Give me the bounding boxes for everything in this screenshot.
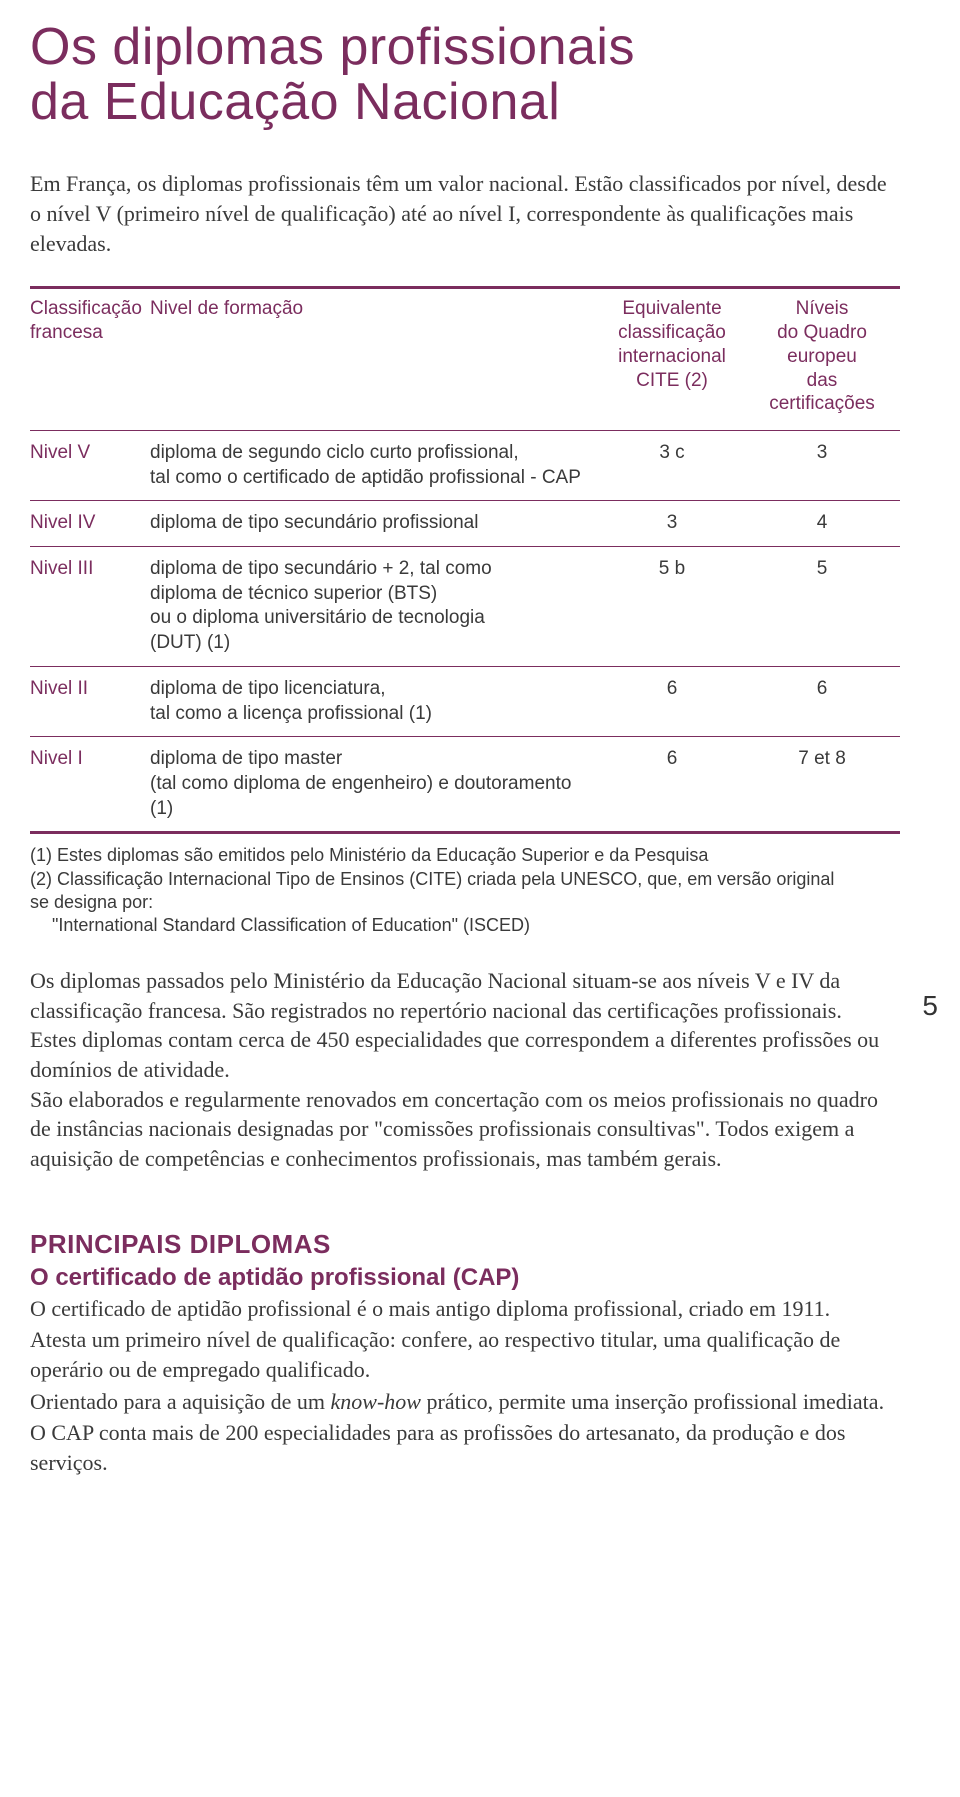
header-text: francesa bbox=[30, 322, 103, 343]
cell-text: tal como a licença profissional (1) bbox=[150, 703, 432, 724]
cell-text: diploma de técnico superior (BTS) bbox=[150, 583, 437, 604]
text-run: prático, permite uma inserção profission… bbox=[421, 1389, 884, 1414]
paragraph: O certificado de aptidão profissional é … bbox=[30, 1294, 900, 1324]
cell-cite: 3 bbox=[600, 501, 750, 547]
cell-eqf: 5 bbox=[750, 547, 900, 667]
cell-cite: 6 bbox=[600, 737, 750, 833]
section-heading-principais: PRINCIPAIS DIPLOMAS bbox=[30, 1229, 900, 1260]
header-text: das bbox=[807, 370, 838, 391]
cell-level: Nivel IV bbox=[30, 501, 150, 547]
cell-text: diploma de tipo master bbox=[150, 748, 342, 769]
cell-formation: diploma de tipo licenciatura, tal como a… bbox=[150, 666, 600, 736]
table-footnotes: (1) Estes diplomas são emitidos pelo Min… bbox=[30, 844, 900, 938]
table-row: Nivel V diploma de segundo ciclo curto p… bbox=[30, 431, 900, 501]
header-text: classificação bbox=[618, 322, 726, 343]
table-header-row: Classificação francesa Nivel de formação… bbox=[30, 288, 900, 431]
paragraph: Orientado para a aquisição de um know-ho… bbox=[30, 1387, 900, 1417]
table-row: Nivel I diploma de tipo master (tal como… bbox=[30, 737, 900, 833]
cell-text: (DUT) (1) bbox=[150, 632, 230, 653]
header-text: do Quadro bbox=[777, 322, 867, 343]
intro-paragraph: Em França, os diplomas profissionais têm… bbox=[30, 169, 900, 258]
text-run: Orientado para a aquisição de um bbox=[30, 1389, 331, 1414]
cell-text: diploma de tipo secundário + 2, tal como bbox=[150, 558, 492, 579]
header-classification: Classificação francesa bbox=[30, 288, 150, 431]
paragraph: São elaborados e regularmente renovados … bbox=[30, 1085, 900, 1174]
cell-text: ou o diploma universitário de tecnologia bbox=[150, 607, 485, 628]
paragraph: Os diplomas passados pelo Ministério da … bbox=[30, 966, 900, 1025]
cell-level: Nivel I bbox=[30, 737, 150, 833]
header-text: Classificação bbox=[30, 298, 142, 319]
cell-cite: 3 c bbox=[600, 431, 750, 501]
paragraph: Estes diplomas contam cerca de 450 espec… bbox=[30, 1025, 900, 1084]
paragraph: Atesta um primeiro nível de qualificação… bbox=[30, 1325, 900, 1384]
classification-table: Classificação francesa Nivel de formação… bbox=[30, 286, 900, 834]
header-text: internacional bbox=[618, 346, 726, 367]
header-text: Equivalente bbox=[622, 298, 721, 319]
header-text: Níveis bbox=[796, 298, 849, 319]
header-cite: Equivalente classificação internacional … bbox=[600, 288, 750, 431]
header-text: certificações bbox=[769, 393, 875, 414]
table-row: Nivel IV diploma de tipo secundário prof… bbox=[30, 501, 900, 547]
header-text: europeu bbox=[787, 346, 857, 367]
body-paragraphs: Os diplomas passados pelo Ministério da … bbox=[30, 966, 900, 1174]
cell-eqf: 4 bbox=[750, 501, 900, 547]
header-eqf: Níveis do Quadro europeu das certificaçõ… bbox=[750, 288, 900, 431]
cell-text: tal como o certificado de aptidão profis… bbox=[150, 467, 581, 488]
cell-eqf: 6 bbox=[750, 666, 900, 736]
header-text: CITE (2) bbox=[636, 370, 708, 391]
cell-text: diploma de tipo licenciatura, bbox=[150, 678, 386, 699]
title-line-1: Os diplomas profissionais bbox=[30, 18, 635, 76]
cell-formation: diploma de tipo secundário + 2, tal como… bbox=[150, 547, 600, 667]
cell-eqf: 7 et 8 bbox=[750, 737, 900, 833]
cell-text: (tal como diploma de engenheiro) e douto… bbox=[150, 773, 571, 819]
cell-formation: diploma de segundo ciclo curto profissio… bbox=[150, 431, 600, 501]
header-formation: Nivel de formação bbox=[150, 288, 600, 431]
subheading-cap: O certificado de aptidão profissional (C… bbox=[30, 1264, 900, 1292]
table-row: Nivel III diploma de tipo secundário + 2… bbox=[30, 547, 900, 667]
cell-level: Nivel II bbox=[30, 666, 150, 736]
cap-paragraphs: O certificado de aptidão profissional é … bbox=[30, 1294, 900, 1478]
footnote-2: (2) Classificação Internacional Tipo de … bbox=[30, 868, 850, 915]
cell-formation: diploma de tipo master (tal como diploma… bbox=[150, 737, 600, 833]
cell-cite: 5 b bbox=[600, 547, 750, 667]
italic-knowhow: know-how bbox=[331, 1389, 421, 1414]
table-row: Nivel II diploma de tipo licenciatura, t… bbox=[30, 666, 900, 736]
paragraph: O CAP conta mais de 200 especialidades p… bbox=[30, 1418, 900, 1477]
cell-formation: diploma de tipo secundário profissional bbox=[150, 501, 600, 547]
cell-level: Nivel V bbox=[30, 431, 150, 501]
title-line-2: da Educação Nacional bbox=[30, 73, 560, 131]
footnote-1: (1) Estes diplomas são emitidos pelo Min… bbox=[30, 844, 850, 867]
cell-cite: 6 bbox=[600, 666, 750, 736]
footnote-2b: "International Standard Classification o… bbox=[30, 914, 850, 937]
page-title: Os diplomas profissionais da Educação Na… bbox=[30, 20, 900, 129]
cell-eqf: 3 bbox=[750, 431, 900, 501]
cell-level: Nivel III bbox=[30, 547, 150, 667]
page-number: 5 bbox=[922, 990, 938, 1022]
cell-text: diploma de segundo ciclo curto profissio… bbox=[150, 442, 519, 463]
